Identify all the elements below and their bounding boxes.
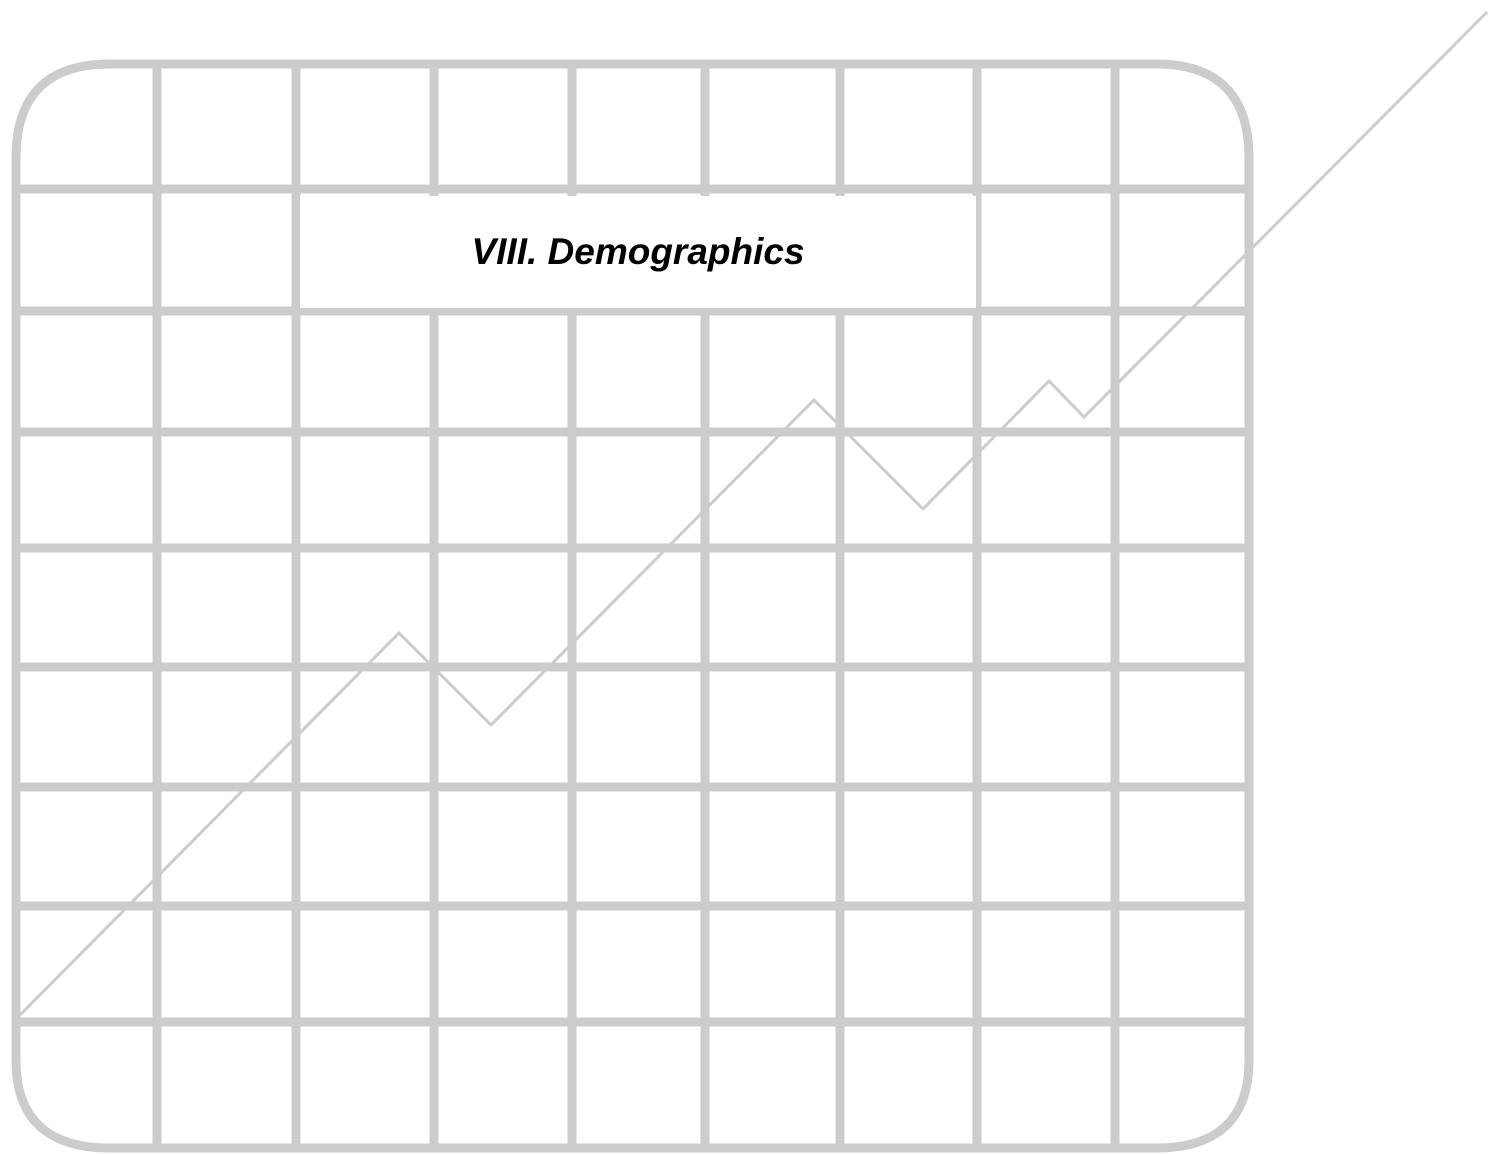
section-title: VIII. Demographics [300, 196, 976, 308]
trend-line [18, 10, 1489, 1017]
grid-frame [11, 59, 1254, 1153]
